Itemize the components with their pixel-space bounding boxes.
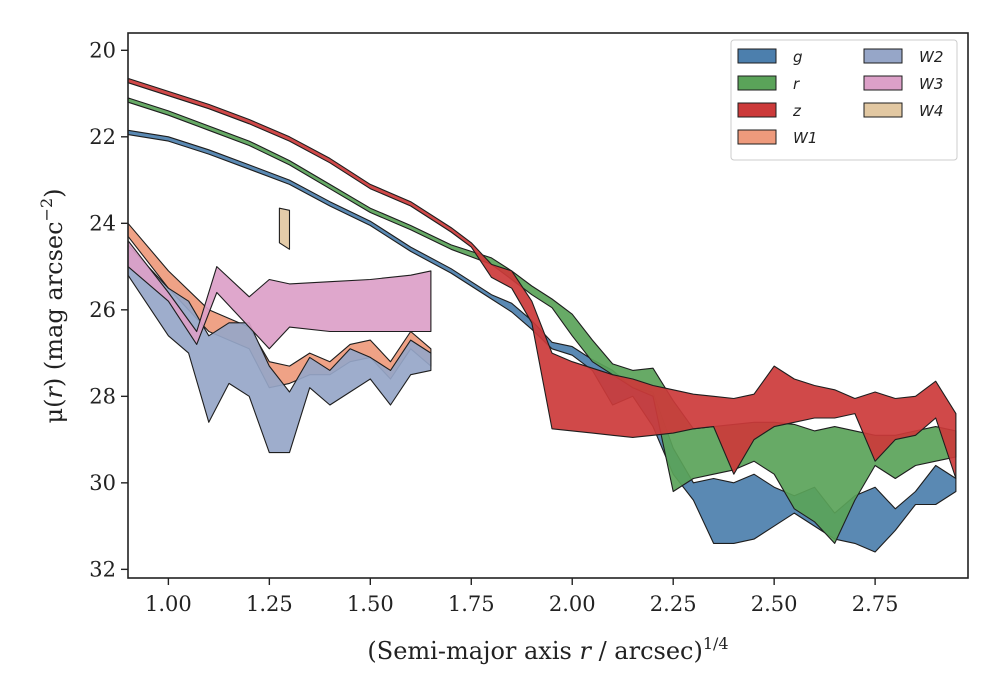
legend-label-w3: W3 — [919, 75, 943, 93]
legend: grz W1 W2 W3 W4 — [730, 39, 958, 161]
band-w3 — [127, 240, 432, 350]
y-tick-label: 26 — [89, 298, 116, 322]
legend-label-w1: W1 — [793, 129, 817, 147]
legend-label-w4: W4 — [919, 102, 943, 120]
x-tick-label: 2.25 — [650, 592, 697, 616]
x-tick-label: 2.75 — [852, 592, 899, 616]
legend-swatch-z — [737, 102, 777, 118]
legend-swatch-g — [737, 48, 777, 64]
x-tick-label: 1.00 — [145, 592, 192, 616]
y-axis-title: μ(r) (mag arcsec−2) — [37, 188, 68, 423]
y-tick-label: 32 — [89, 557, 116, 581]
legend-label-g: g — [793, 48, 803, 66]
band-w4 — [278, 207, 291, 250]
y-axis: 20 22 24 26 28 30 32 — [89, 38, 128, 581]
legend-swatch-w2 — [863, 48, 903, 64]
legend-box — [730, 39, 958, 161]
legend-label-z: z — [792, 102, 802, 120]
legend-swatch-r — [737, 75, 777, 91]
legend-label-r: r — [793, 75, 800, 93]
legend-swatch-w1 — [737, 129, 777, 145]
x-tick-label: 1.50 — [347, 592, 394, 616]
plot-frame — [127, 32, 969, 579]
x-axis-title: (Semi-major axis r / arcsec)1/4 — [367, 634, 728, 665]
x-tick-label: 1.25 — [246, 592, 293, 616]
y-tick-label: 20 — [89, 38, 116, 62]
legend-swatch-w3 — [863, 75, 903, 91]
legend-swatch-w4 — [863, 102, 903, 118]
y-tick-label: 24 — [89, 211, 116, 235]
y-tick-label: 22 — [89, 125, 116, 149]
x-tick-label: 2.50 — [751, 592, 798, 616]
x-tick-label: 2.00 — [549, 592, 596, 616]
x-tick-label: 1.75 — [448, 592, 495, 616]
y-tick-label: 30 — [89, 471, 116, 495]
legend-label-w2: W2 — [919, 48, 943, 66]
x-axis: 1.00 1.25 1.50 1.75 2.00 2.25 2.50 2.75 — [145, 578, 898, 616]
band-z — [127, 77, 957, 480]
profile-bands — [127, 77, 957, 553]
y-tick-label: 28 — [89, 384, 116, 408]
